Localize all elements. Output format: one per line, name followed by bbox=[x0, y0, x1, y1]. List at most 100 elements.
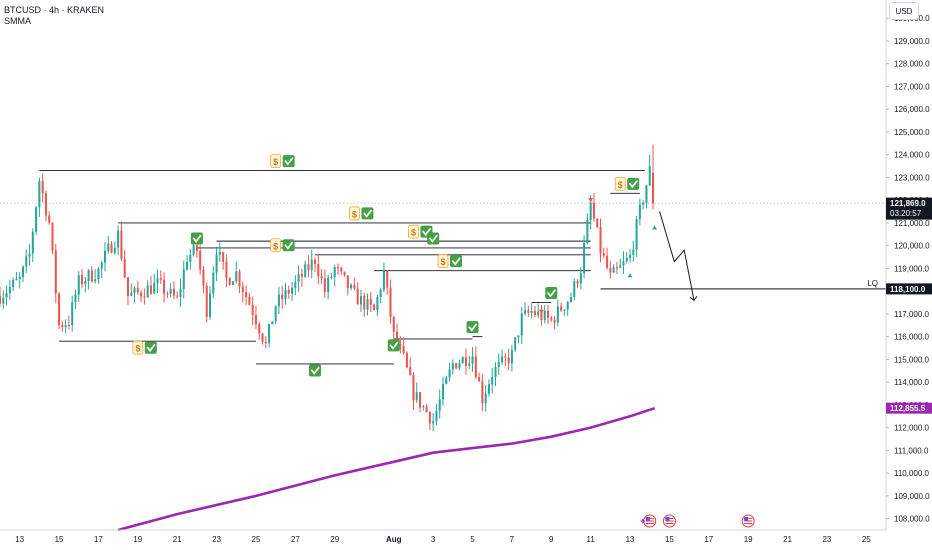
candle-body bbox=[540, 311, 543, 321]
candle-body bbox=[245, 292, 248, 297]
check-stroke bbox=[284, 241, 294, 250]
price-tick-label: 117,000.0 bbox=[894, 310, 930, 319]
candle-body bbox=[307, 264, 310, 271]
candle-body bbox=[619, 265, 622, 268]
candle-body bbox=[632, 249, 635, 255]
candle-body bbox=[317, 263, 320, 277]
candle-body bbox=[504, 356, 507, 358]
us-flag-icon[interactable]: + bbox=[640, 514, 657, 528]
candle-body bbox=[189, 254, 192, 262]
candle-body bbox=[12, 280, 15, 288]
candle-body bbox=[648, 166, 651, 186]
buy-signal-icon bbox=[627, 273, 633, 278]
candle-body bbox=[556, 306, 559, 323]
candle-body bbox=[448, 369, 451, 378]
time-tick-label: 19 bbox=[133, 535, 142, 544]
candle-body bbox=[524, 310, 527, 314]
price-tick-label: 125,000.0 bbox=[894, 128, 930, 137]
candle-body bbox=[501, 356, 504, 362]
us-flag-icon[interactable] bbox=[741, 514, 755, 528]
candle-body bbox=[176, 295, 179, 297]
candle-body bbox=[2, 297, 5, 304]
candle-body bbox=[464, 357, 467, 366]
check-mark-icon bbox=[387, 339, 400, 352]
candle-body bbox=[81, 275, 84, 285]
check-mark-icon bbox=[427, 232, 440, 245]
check-box-shape bbox=[282, 239, 295, 252]
dollar-bag-shape bbox=[270, 238, 282, 253]
candle-body bbox=[419, 392, 422, 408]
candle-body bbox=[21, 266, 24, 277]
candle-body bbox=[642, 202, 645, 205]
candle-body bbox=[425, 406, 428, 413]
check-stroke bbox=[468, 323, 478, 332]
symbol-title[interactable]: BTCUSD · 4h · KRAKEN bbox=[4, 5, 105, 15]
time-axis[interactable] bbox=[0, 531, 886, 550]
time-tick-label: 15 bbox=[665, 535, 674, 544]
candle-body bbox=[0, 295, 2, 304]
candle-body bbox=[333, 266, 336, 278]
check-box-shape bbox=[627, 177, 640, 190]
candle-body bbox=[199, 251, 202, 270]
candle-body bbox=[251, 304, 254, 316]
price-axis[interactable] bbox=[886, 0, 932, 550]
candle-body bbox=[399, 344, 402, 346]
candle-body bbox=[67, 324, 70, 326]
candle-body bbox=[392, 316, 395, 332]
time-tick-label: 9 bbox=[549, 535, 554, 544]
candle-body bbox=[422, 406, 425, 408]
us-flag-icon[interactable] bbox=[662, 514, 676, 528]
candle-body bbox=[304, 264, 307, 277]
candle-body bbox=[445, 377, 448, 384]
candle-body bbox=[77, 275, 80, 295]
time-tick-label: 15 bbox=[55, 535, 64, 544]
candle-body bbox=[41, 180, 44, 194]
dollar-sign: $ bbox=[411, 228, 416, 238]
candle-body bbox=[638, 204, 641, 220]
candle-body bbox=[87, 270, 90, 281]
currency-button[interactable]: USD bbox=[889, 2, 919, 20]
candle-body bbox=[48, 215, 51, 223]
check-mark-icon bbox=[466, 321, 479, 334]
dollar-bag-shape bbox=[348, 206, 360, 221]
candle-body bbox=[320, 276, 323, 279]
price-tick-label: 120,000.0 bbox=[894, 242, 930, 251]
candle-body bbox=[471, 356, 474, 364]
candle-body bbox=[235, 271, 238, 282]
plus-icon[interactable]: + bbox=[640, 516, 645, 526]
candle-body bbox=[494, 367, 497, 377]
candle-body bbox=[510, 349, 513, 364]
projection-path bbox=[659, 211, 695, 301]
candle-body bbox=[438, 399, 441, 411]
dollar-sign: $ bbox=[440, 257, 445, 267]
candle-body bbox=[241, 286, 244, 293]
dollar-bag-shape bbox=[614, 176, 626, 191]
candle-body bbox=[35, 207, 38, 232]
check-stroke bbox=[451, 257, 461, 266]
check-mark-icon bbox=[282, 239, 295, 252]
candle-body bbox=[271, 321, 274, 325]
candle-body bbox=[478, 377, 481, 382]
candle-body bbox=[609, 267, 612, 273]
candle-body bbox=[497, 361, 500, 368]
candle-body bbox=[432, 421, 435, 424]
smma-price-tag-text: 112,855.5 bbox=[890, 404, 926, 413]
indicator-label[interactable]: SMMA bbox=[4, 16, 31, 26]
candle-body bbox=[310, 259, 313, 271]
check-mark-icon bbox=[309, 364, 322, 377]
time-tick-label: 11 bbox=[587, 535, 596, 544]
dollar-bag-icon: $ bbox=[270, 154, 282, 169]
current-price-tag-countdown: 03:20:57 bbox=[890, 209, 922, 218]
check-stroke bbox=[284, 157, 294, 166]
candle-body bbox=[107, 243, 110, 251]
dollar-bag-shape bbox=[408, 224, 419, 239]
candle-body bbox=[133, 287, 136, 293]
candle-body bbox=[74, 294, 77, 303]
candle-body bbox=[140, 292, 143, 297]
candle-body bbox=[113, 247, 116, 253]
candle-body bbox=[205, 285, 208, 317]
projection-arrowhead bbox=[689, 295, 698, 301]
candle-body bbox=[248, 296, 251, 305]
check-box-shape bbox=[282, 155, 295, 168]
